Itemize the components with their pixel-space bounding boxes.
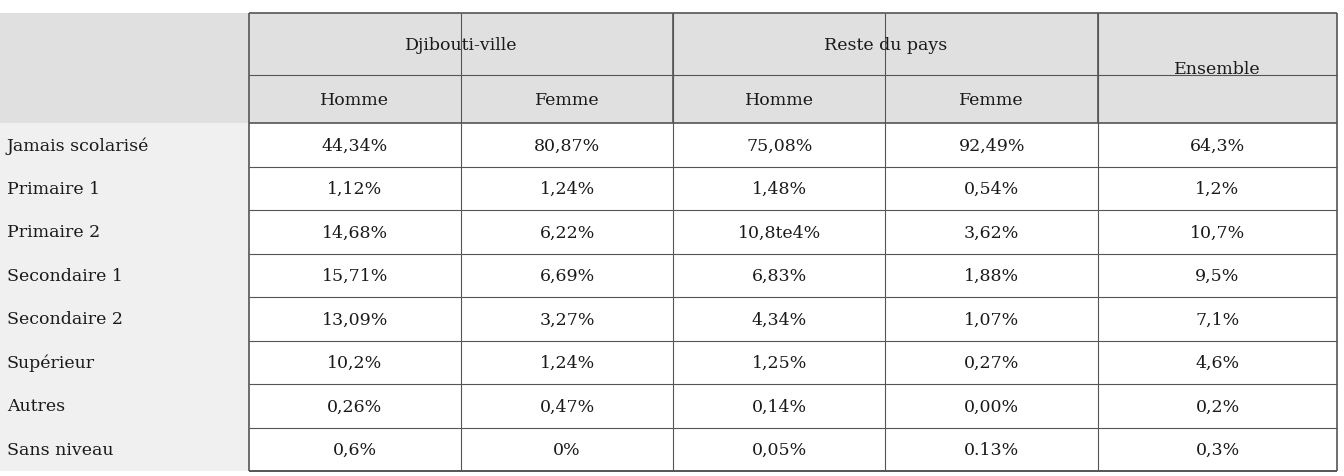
Text: 7,1%: 7,1% bbox=[1195, 311, 1239, 328]
Text: Jamais scolarisé: Jamais scolarisé bbox=[7, 137, 149, 154]
Text: Femme: Femme bbox=[960, 91, 1024, 109]
Text: 1,12%: 1,12% bbox=[327, 180, 383, 198]
Text: 1,25%: 1,25% bbox=[751, 354, 806, 371]
Bar bbox=[249, 298, 1337, 341]
Text: 10,7%: 10,7% bbox=[1189, 224, 1245, 241]
Text: 0,27%: 0,27% bbox=[964, 354, 1019, 371]
Bar bbox=[249, 428, 1337, 471]
Text: Homme: Homme bbox=[745, 91, 814, 109]
Text: 6,69%: 6,69% bbox=[539, 268, 594, 284]
Text: 3,27%: 3,27% bbox=[539, 311, 595, 328]
Text: 0,3%: 0,3% bbox=[1195, 441, 1239, 458]
Text: 0,47%: 0,47% bbox=[539, 397, 594, 415]
Text: 0,2%: 0,2% bbox=[1195, 397, 1239, 415]
Text: 1,88%: 1,88% bbox=[964, 268, 1019, 284]
Text: 44,34%: 44,34% bbox=[321, 137, 388, 154]
Bar bbox=[249, 168, 1337, 211]
Text: Homme: Homme bbox=[320, 91, 390, 109]
Text: Ensemble: Ensemble bbox=[1175, 60, 1261, 78]
Text: 80,87%: 80,87% bbox=[534, 137, 601, 154]
Text: 6,22%: 6,22% bbox=[539, 224, 595, 241]
Bar bbox=[249, 341, 1337, 385]
Text: Autres: Autres bbox=[7, 397, 65, 415]
Text: Primaire 1: Primaire 1 bbox=[7, 180, 99, 198]
Text: 0,54%: 0,54% bbox=[964, 180, 1019, 198]
Text: 10,2%: 10,2% bbox=[327, 354, 383, 371]
Text: 0,14%: 0,14% bbox=[751, 397, 806, 415]
Text: 10,8te4%: 10,8te4% bbox=[738, 224, 821, 241]
Text: 0.13%: 0.13% bbox=[964, 441, 1019, 458]
Text: 0%: 0% bbox=[554, 441, 581, 458]
Text: 0,6%: 0,6% bbox=[333, 441, 376, 458]
Text: 4,6%: 4,6% bbox=[1195, 354, 1239, 371]
Text: 13,09%: 13,09% bbox=[321, 311, 388, 328]
Text: 1,2%: 1,2% bbox=[1195, 180, 1239, 198]
Text: 3,62%: 3,62% bbox=[964, 224, 1019, 241]
Text: 14,68%: 14,68% bbox=[321, 224, 388, 241]
Text: Primaire 2: Primaire 2 bbox=[7, 224, 99, 241]
Text: 1,24%: 1,24% bbox=[539, 354, 594, 371]
Text: 9,5%: 9,5% bbox=[1195, 268, 1239, 284]
Text: Supérieur: Supérieur bbox=[7, 354, 95, 371]
Text: 0,26%: 0,26% bbox=[327, 397, 383, 415]
Text: 92,49%: 92,49% bbox=[958, 137, 1025, 154]
Text: Secondaire 2: Secondaire 2 bbox=[7, 311, 122, 328]
Text: 64,3%: 64,3% bbox=[1189, 137, 1245, 154]
Bar bbox=[249, 124, 1337, 168]
Text: Femme: Femme bbox=[535, 91, 599, 109]
Text: 1,24%: 1,24% bbox=[539, 180, 594, 198]
Text: 15,71%: 15,71% bbox=[321, 268, 388, 284]
Bar bbox=[249, 385, 1337, 428]
Bar bbox=[249, 211, 1337, 254]
Text: 6,83%: 6,83% bbox=[751, 268, 806, 284]
Text: 1,07%: 1,07% bbox=[964, 311, 1019, 328]
Text: Sans niveau: Sans niveau bbox=[7, 441, 113, 458]
Text: Reste du pays: Reste du pays bbox=[824, 37, 948, 54]
Text: 0,05%: 0,05% bbox=[751, 441, 806, 458]
Text: Secondaire 1: Secondaire 1 bbox=[7, 268, 122, 284]
Text: 1,48%: 1,48% bbox=[751, 180, 806, 198]
Text: 0,00%: 0,00% bbox=[964, 397, 1019, 415]
Text: Djibouti-ville: Djibouti-ville bbox=[405, 37, 517, 54]
Text: 4,34%: 4,34% bbox=[751, 311, 806, 328]
Text: 75,08%: 75,08% bbox=[746, 137, 813, 154]
Bar bbox=[249, 254, 1337, 298]
